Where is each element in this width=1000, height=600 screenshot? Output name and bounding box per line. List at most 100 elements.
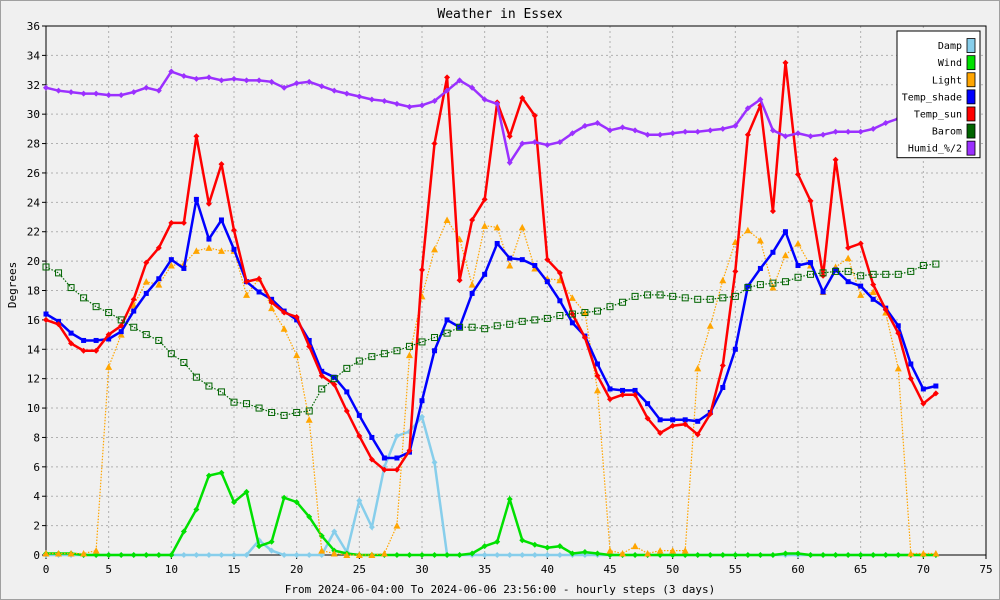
legend-swatch (966, 72, 976, 88)
data-point (331, 87, 338, 94)
data-point (519, 95, 526, 102)
data-point (932, 390, 939, 397)
data-point (418, 338, 426, 346)
data-point (393, 522, 401, 529)
data-point (431, 334, 439, 342)
y-tick-label: 22 (27, 226, 40, 239)
y-tick-label: 18 (27, 285, 40, 298)
y-tick-label: 34 (27, 49, 41, 62)
data-point (694, 364, 702, 372)
data-point (907, 267, 915, 275)
data-point (845, 552, 852, 558)
legend-swatch (966, 38, 976, 53)
x-tick-label: 30 (415, 563, 428, 576)
data-point (419, 413, 425, 420)
data-point (256, 543, 263, 550)
data-point (568, 310, 576, 318)
data-point (268, 408, 276, 416)
data-point (205, 472, 212, 479)
data-point (306, 513, 313, 520)
data-point (55, 321, 62, 328)
data-point (594, 361, 600, 367)
data-point (468, 323, 476, 331)
legend-swatch (966, 89, 976, 105)
data-point (544, 142, 551, 149)
x-tick-label: 10 (165, 563, 178, 576)
data-point (43, 84, 49, 91)
legend-label: Temp_sun (914, 109, 962, 120)
data-point (732, 346, 738, 352)
data-point (556, 543, 563, 550)
data-point (719, 294, 727, 302)
y-tick-label: 36 (27, 20, 40, 33)
data-point (681, 547, 689, 554)
x-tick-label: 45 (603, 563, 616, 576)
data-point (331, 528, 338, 535)
x-axis-label: From 2024-06-04:00 To 2024-06-06 23:56:0… (285, 583, 715, 596)
data-point (506, 320, 514, 328)
data-point (193, 196, 199, 202)
data-point (769, 552, 776, 558)
data-point (293, 408, 301, 416)
data-point (218, 77, 225, 84)
y-tick-label: 0 (33, 549, 40, 562)
data-point (719, 552, 726, 558)
data-point (344, 389, 350, 395)
data-point (857, 272, 865, 280)
data-point (456, 323, 464, 331)
data-point (293, 499, 300, 506)
data-point (280, 325, 288, 332)
data-point (869, 270, 877, 278)
data-point (243, 77, 250, 84)
data-point (808, 260, 814, 266)
data-point (419, 398, 425, 404)
data-point (167, 262, 175, 269)
data-point (506, 159, 513, 166)
data-point (192, 373, 200, 381)
data-point (745, 283, 751, 289)
data-point (544, 552, 551, 558)
data-point (519, 140, 526, 147)
data-point (218, 217, 224, 223)
data-point (306, 343, 313, 350)
data-point (756, 237, 764, 244)
data-point (631, 292, 639, 300)
legend-label: Light (932, 75, 962, 86)
data-point (581, 549, 588, 556)
grid-lines (46, 26, 986, 555)
data-point (117, 316, 125, 324)
data-point (795, 550, 801, 557)
data-point (469, 216, 476, 223)
data-point (933, 383, 939, 389)
data-point (180, 359, 188, 367)
data-point (669, 547, 677, 554)
data-point (757, 265, 763, 271)
data-point (469, 550, 476, 557)
data-point (619, 298, 627, 306)
data-point (381, 97, 388, 104)
data-point (356, 412, 362, 418)
data-point (757, 552, 764, 558)
x-tick-label: 35 (478, 563, 491, 576)
data-point (594, 119, 601, 126)
data-point (406, 447, 413, 454)
data-point (882, 306, 889, 313)
data-point (707, 127, 714, 134)
data-point (694, 295, 702, 303)
data-point (657, 417, 663, 423)
data-point (494, 240, 500, 246)
data-point (895, 330, 902, 337)
data-point (744, 105, 751, 112)
data-point (105, 552, 112, 558)
data-point (343, 90, 350, 97)
data-point (494, 100, 501, 107)
data-point (494, 552, 501, 558)
data-point (330, 550, 338, 557)
data-point (168, 68, 175, 75)
data-point (431, 459, 438, 466)
y-tick-label: 30 (27, 108, 40, 121)
data-point (694, 431, 701, 438)
data-point (393, 347, 401, 355)
data-point (619, 550, 627, 557)
x-tick-label: 65 (854, 563, 867, 576)
